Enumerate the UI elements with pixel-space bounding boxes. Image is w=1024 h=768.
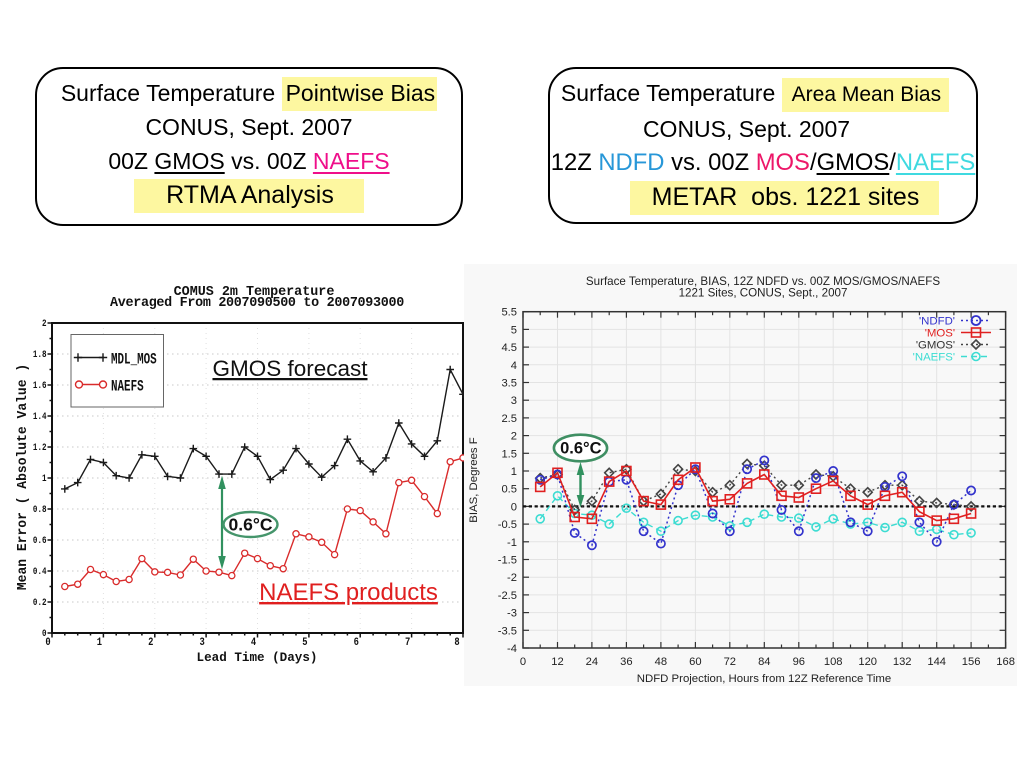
svg-text:0.6°C: 0.6°C	[229, 515, 273, 535]
svg-text:0: 0	[511, 501, 517, 513]
svg-text:168: 168	[996, 656, 1015, 668]
svg-text:-1: -1	[507, 537, 517, 549]
svg-text:1.8: 1.8	[33, 348, 47, 361]
svg-text:60: 60	[689, 656, 701, 668]
svg-text:0: 0	[45, 636, 50, 648]
svg-text:0.5: 0.5	[501, 484, 517, 496]
svg-text:108: 108	[824, 656, 843, 668]
svg-text:1.6: 1.6	[33, 379, 47, 392]
svg-text:-2: -2	[507, 572, 517, 584]
svg-text:3: 3	[511, 395, 517, 407]
svg-text:0.6: 0.6	[33, 534, 47, 547]
svg-text:132: 132	[893, 656, 912, 668]
svg-text:1.2: 1.2	[33, 441, 47, 454]
svg-text:NAEFS products: NAEFS products	[259, 579, 438, 606]
svg-text:3: 3	[199, 636, 204, 648]
svg-text:4.5: 4.5	[501, 342, 517, 354]
svg-text:0.8: 0.8	[33, 503, 47, 516]
svg-text:GMOS forecast: GMOS forecast	[212, 356, 368, 381]
svg-text:8: 8	[454, 636, 459, 648]
svg-text:156: 156	[962, 656, 981, 668]
svg-text:0.2: 0.2	[33, 596, 47, 609]
svg-text:1: 1	[97, 636, 102, 648]
svg-text:96: 96	[793, 656, 805, 668]
svg-text:7: 7	[405, 636, 410, 648]
svg-text:4: 4	[251, 636, 256, 648]
svg-text:72: 72	[724, 656, 736, 668]
svg-text:2: 2	[42, 317, 47, 330]
svg-text:-3.5: -3.5	[498, 625, 517, 637]
svg-text:0: 0	[520, 656, 526, 668]
svg-text:COMUS 2m Temperature: COMUS 2m Temperature	[174, 285, 335, 300]
svg-text:1: 1	[511, 466, 517, 478]
svg-text:4: 4	[511, 360, 517, 372]
svg-text:36: 36	[620, 656, 632, 668]
svg-text:-4: -4	[507, 643, 517, 655]
svg-text:120: 120	[858, 656, 877, 668]
svg-text:-2.5: -2.5	[498, 590, 517, 602]
svg-text:24: 24	[586, 656, 598, 668]
svg-text:5.5: 5.5	[501, 307, 517, 319]
svg-text:'NDFD': 'NDFD'	[919, 316, 955, 328]
svg-text:-1.5: -1.5	[498, 555, 517, 567]
svg-text:'MOS': 'MOS'	[925, 328, 955, 340]
svg-text:NDFD Projection, Hours from 12: NDFD Projection, Hours from 12Z Referenc…	[637, 673, 891, 685]
svg-text:Lead Time (Days): Lead Time (Days)	[197, 651, 318, 665]
svg-text:'NAEFS': 'NAEFS'	[913, 352, 955, 364]
svg-text:1: 1	[42, 472, 47, 485]
svg-text:6: 6	[354, 636, 359, 648]
svg-text:Mean Error ( Absolute Value ): Mean Error ( Absolute Value )	[16, 364, 32, 590]
svg-text:1.4: 1.4	[33, 410, 47, 423]
svg-text:'GMOS': 'GMOS'	[916, 340, 955, 352]
svg-text:2: 2	[148, 636, 153, 648]
svg-text:1221 Sites, CONUS, Sept., 2007: 1221 Sites, CONUS, Sept., 2007	[679, 287, 848, 300]
svg-text:Averaged From 2007090500 to 20: Averaged From 2007090500 to 2007093000	[110, 296, 404, 311]
svg-text:3.5: 3.5	[501, 378, 517, 390]
svg-text:2.5: 2.5	[501, 413, 517, 425]
svg-text:5: 5	[511, 324, 517, 336]
svg-text:NAEFS: NAEFS	[111, 379, 144, 397]
svg-text:2: 2	[511, 431, 517, 443]
svg-text:MDL_MOS: MDL_MOS	[111, 352, 157, 370]
svg-text:Surface Temperature, BIAS, 12Z: Surface Temperature, BIAS, 12Z NDFD vs. …	[586, 275, 940, 288]
svg-text:84: 84	[758, 656, 770, 668]
svg-text:BIAS, Degrees F: BIAS, Degrees F	[468, 437, 480, 523]
svg-text:12: 12	[551, 656, 563, 668]
svg-text:1.5: 1.5	[501, 448, 517, 460]
svg-text:-3: -3	[507, 608, 517, 620]
svg-text:5: 5	[302, 636, 307, 648]
svg-text:0: 0	[42, 627, 47, 640]
svg-text:-0.5: -0.5	[498, 519, 517, 531]
svg-text:48: 48	[655, 656, 667, 668]
svg-text:0.6°C: 0.6°C	[560, 440, 602, 458]
svg-text:0.4: 0.4	[33, 565, 47, 578]
svg-text:144: 144	[927, 656, 946, 668]
